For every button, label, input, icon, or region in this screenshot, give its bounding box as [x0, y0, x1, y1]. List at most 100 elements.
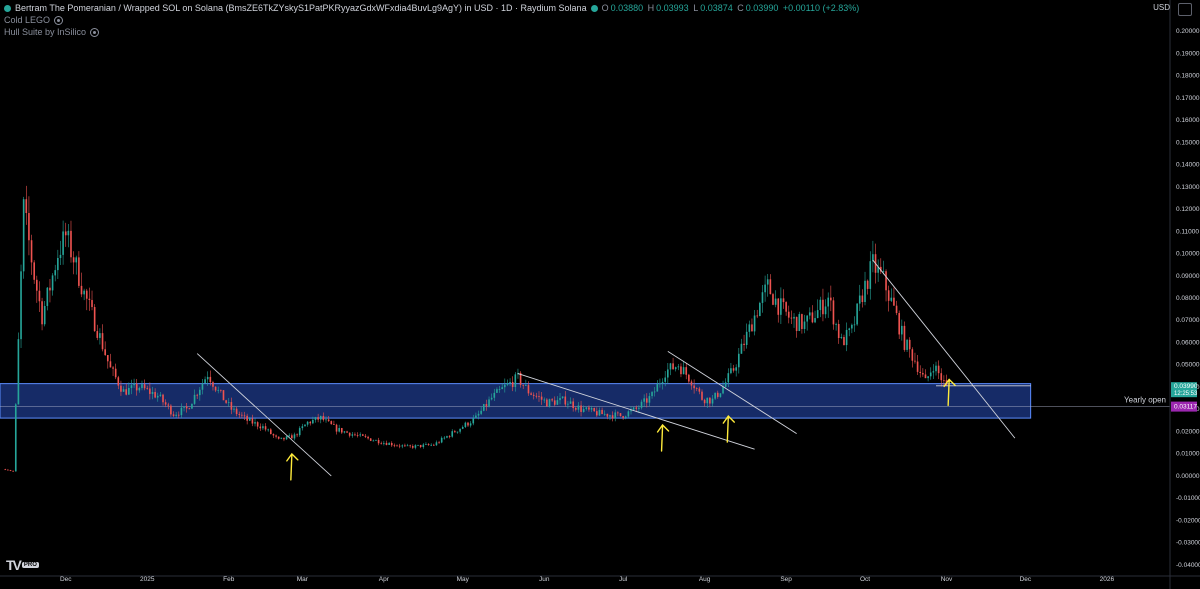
candle-body [656, 384, 659, 392]
x-tick-label: May [457, 576, 470, 583]
candle-body [433, 444, 435, 446]
candle-body [787, 311, 790, 318]
candle-body [304, 424, 306, 427]
candle-body [869, 261, 872, 289]
candle-body [28, 213, 30, 241]
candle-body [793, 316, 795, 319]
candle-body [669, 363, 672, 370]
trendlines-layer [196, 259, 1031, 477]
candle-body [893, 297, 895, 306]
candle-body [306, 421, 309, 425]
candle-body [519, 372, 522, 385]
candle-body [617, 412, 619, 414]
candle-body [548, 399, 551, 407]
last-price-tag [1171, 382, 1197, 398]
candle-body [319, 415, 322, 420]
candle-body [940, 373, 943, 381]
candle-body [632, 407, 635, 410]
candle-body [561, 396, 564, 399]
pro-badge: PRO [21, 562, 39, 568]
indicator-cold-lego[interactable]: Cold LEGO [4, 15, 64, 25]
candle-body [372, 440, 375, 442]
candle-body [567, 403, 569, 405]
candle-body [698, 388, 701, 392]
candle-body [777, 298, 780, 315]
candle-body [435, 442, 438, 446]
candle-body [312, 419, 314, 424]
candle-body [937, 365, 940, 374]
candle-body [243, 415, 246, 417]
candle-body [7, 469, 9, 471]
candle-body [845, 329, 848, 346]
tradingview-logo[interactable]: TV PRO [6, 557, 39, 573]
candle-body [882, 271, 885, 273]
currency-menu-icon[interactable] [1178, 3, 1192, 16]
candle-body [128, 387, 130, 395]
candle-body [380, 443, 383, 445]
candle-body [248, 418, 251, 421]
candle-body [596, 411, 598, 416]
y-tick-label: 0.15000 [1176, 139, 1200, 146]
eye-icon[interactable] [54, 15, 64, 25]
candle-body [212, 382, 214, 387]
candle-body [177, 414, 180, 416]
candle-body [440, 437, 443, 443]
trendline [872, 259, 1016, 439]
candle-body [530, 393, 532, 395]
candle-body [472, 418, 475, 424]
candle-body [819, 299, 822, 311]
y-tick-label: 0.11000 [1176, 228, 1199, 235]
candle-body [751, 324, 753, 332]
countdown-value: 12:25:53 [1174, 391, 1198, 397]
candle-body [359, 434, 362, 436]
candle-body [624, 416, 627, 418]
candle-body [769, 279, 772, 295]
candle-body [722, 386, 724, 394]
ohlc-values: O 0.03880 H 0.03993 L 0.03874 C 0.03990 +0.0… [602, 3, 862, 13]
x-tick-label: Feb [223, 576, 235, 583]
y-tick-label: 0.01000 [1176, 451, 1200, 458]
candle-body [383, 442, 385, 444]
currency-label[interactable]: USD [1153, 3, 1170, 12]
candle-body [538, 396, 540, 397]
candle-body [688, 374, 690, 382]
candle-body [64, 231, 67, 236]
candle-body [764, 284, 766, 293]
candle-body [514, 374, 517, 388]
candle-body [911, 349, 914, 361]
price-axis-bg[interactable] [1170, 0, 1200, 589]
candle-body [590, 408, 593, 410]
candle-body [525, 385, 527, 386]
candle-body [41, 301, 43, 325]
candle-body [808, 312, 811, 316]
candle-body [51, 275, 54, 291]
candle-body [422, 444, 425, 447]
candle-body [477, 413, 480, 416]
candle-body [935, 365, 937, 372]
y-tick-label: 0.19000 [1176, 50, 1200, 57]
candle-body [414, 445, 417, 448]
eye-icon[interactable] [90, 27, 100, 37]
candle-body [782, 298, 785, 303]
candle-body [448, 436, 451, 437]
candle-body [801, 314, 803, 329]
symbol-title[interactable]: Bertram The Pomeranian / Wrapped SOL on … [15, 3, 587, 13]
candle-body [340, 428, 343, 433]
candle-body [527, 385, 530, 394]
candle-body [564, 396, 567, 405]
candle-body [22, 199, 25, 272]
high-value: 0.03993 [656, 3, 689, 13]
candle-body [493, 392, 496, 398]
annotation-arrow [286, 452, 299, 481]
candle-body [627, 411, 630, 417]
candle-body [532, 394, 535, 396]
candle-body [943, 380, 945, 382]
candle-body [469, 423, 472, 426]
candle-body [251, 418, 254, 424]
candle-body [122, 389, 125, 392]
chart-header: Bertram The Pomeranian / Wrapped SOL on … [4, 3, 861, 13]
indicator-hull-suite[interactable]: Hull Suite by InSilico [4, 27, 100, 37]
candle-body [88, 298, 91, 301]
